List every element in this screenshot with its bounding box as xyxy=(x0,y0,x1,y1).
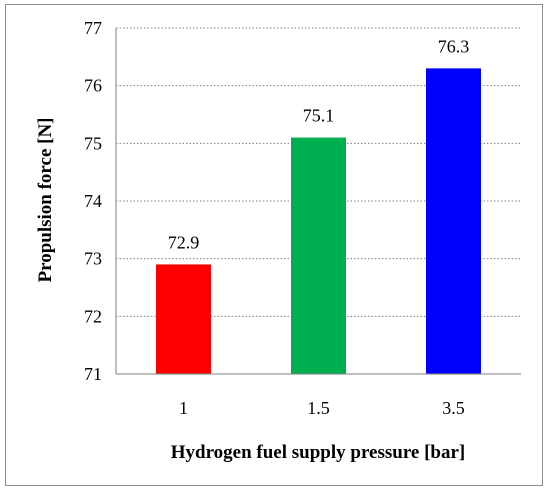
x-tick-label: 3.5 xyxy=(442,398,465,418)
data-label: 75.1 xyxy=(303,106,335,126)
y-axis-title: Propulsion force [N] xyxy=(35,117,56,282)
y-tick-label: 73 xyxy=(84,249,102,269)
bar xyxy=(426,68,481,374)
data-labels: 72.9 75.1 76.3 xyxy=(168,36,470,252)
y-tick-label: 71 xyxy=(84,364,102,384)
bar xyxy=(156,264,211,374)
y-tick-label: 72 xyxy=(84,306,102,326)
y-tick-labels: 71 72 73 74 75 76 77 xyxy=(84,18,102,384)
data-label: 76.3 xyxy=(438,36,470,56)
bar xyxy=(291,137,346,374)
y-tick-label: 77 xyxy=(84,18,102,38)
x-axis-title: Hydrogen fuel supply pressure [bar] xyxy=(171,442,466,463)
x-tick-label: 1.5 xyxy=(307,398,330,418)
y-tick-label: 74 xyxy=(84,191,102,211)
y-tick-label: 76 xyxy=(84,76,102,96)
y-tick-label: 75 xyxy=(84,133,102,153)
bars xyxy=(156,68,481,374)
x-tick-labels: 1 1.5 3.5 xyxy=(179,398,465,418)
data-label: 72.9 xyxy=(168,232,200,252)
x-tick-label: 1 xyxy=(179,398,188,418)
